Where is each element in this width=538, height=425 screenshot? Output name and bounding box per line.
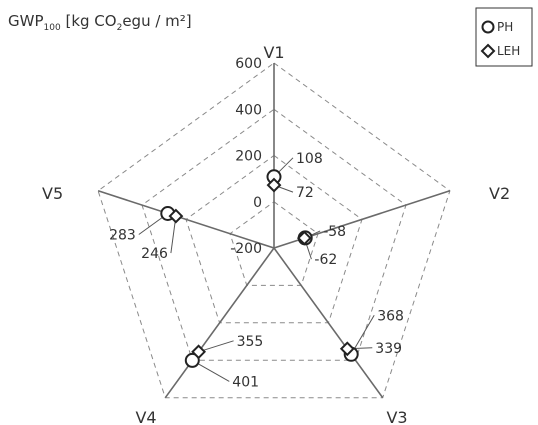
grid-ring [185, 154, 363, 324]
data-markers [160, 169, 359, 368]
point-leh-v3 [339, 341, 355, 357]
legend-leh-marker [480, 43, 496, 59]
axis-title-part: GWP [8, 12, 44, 30]
axis-title-part: 100 [44, 23, 61, 33]
data-label-leh-v3: 339 [375, 341, 402, 357]
spoke-label-v4: V4 [135, 408, 156, 425]
data-label-ph-v1: 108 [296, 151, 323, 167]
spoke-label-v1: V1 [263, 43, 284, 62]
point-leh-v5 [168, 208, 184, 224]
data-label-leh-v4: 355 [237, 334, 264, 350]
axis-title-part: [kg CO [61, 12, 117, 30]
tick-label: 200 [235, 149, 262, 165]
tick-label: 400 [235, 102, 262, 118]
spoke-label-v5: V5 [42, 184, 63, 203]
data-label-ph-v5: 283 [109, 228, 136, 244]
data-labels: 108 -58 368 401 283 72 -62 339 355 246 [109, 151, 404, 391]
point-ph-v4 [184, 352, 200, 368]
point-leh-v2 [296, 230, 312, 246]
axis-title: GWP100 [kg CO2egu / m²] [8, 12, 192, 33]
data-label-leh-v2: -62 [314, 252, 337, 268]
legend-leh-label: LEH [497, 44, 520, 58]
data-label-ph-v3: 368 [377, 308, 404, 324]
tick-label: 0 [253, 195, 262, 211]
data-label-ph-v2: -58 [323, 224, 346, 240]
tick-label: 600 [235, 56, 262, 72]
data-label-leh-v5: 246 [141, 246, 168, 262]
axis-title-part: 2 [117, 23, 123, 33]
tick-label: -200 [230, 241, 262, 257]
spoke-v5 [97, 190, 275, 249]
spoke-label-v2: V2 [489, 184, 510, 203]
point-leh-v1 [266, 177, 282, 193]
leader-line [198, 340, 234, 353]
grid-ring [229, 201, 319, 286]
legend-ph-marker [481, 20, 495, 34]
spoke-labels: V1 V2 V3 V4 V5 [42, 43, 510, 425]
axis-title-part: egu / m²] [122, 12, 191, 30]
leader-line [350, 315, 375, 355]
data-label-leh-v1: 72 [296, 185, 314, 201]
grid-ring [141, 108, 407, 361]
radial-ticks: 600 400 200 0 -200 [230, 56, 262, 257]
spoke-label-v3: V3 [386, 408, 407, 425]
spoke-v3 [273, 247, 384, 399]
legend-ph-label: PH [497, 20, 513, 34]
legend: PH LEH [475, 7, 533, 67]
spoke-v4 [164, 247, 275, 399]
grid-ring [97, 62, 451, 399]
data-label-ph-v4: 401 [232, 374, 259, 390]
grid [97, 62, 451, 399]
legend-box [475, 7, 533, 67]
point-leh-v4 [191, 344, 207, 360]
